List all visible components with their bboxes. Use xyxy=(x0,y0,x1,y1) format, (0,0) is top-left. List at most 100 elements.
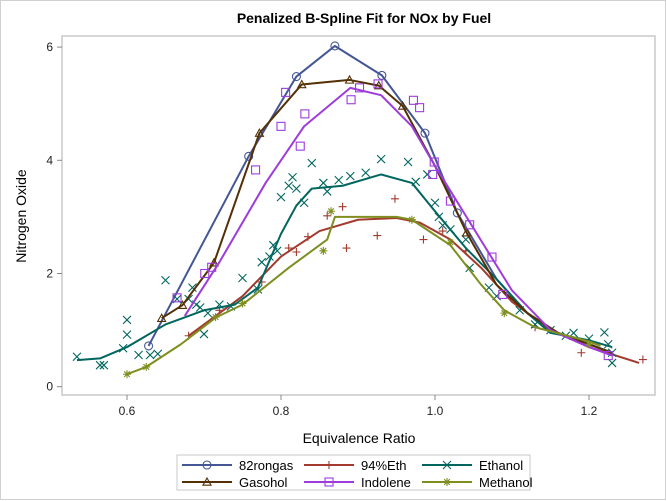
square-marker-icon xyxy=(346,95,356,105)
data-point xyxy=(334,175,344,185)
x-marker-icon xyxy=(276,192,286,202)
data-point xyxy=(420,128,430,138)
x-marker-icon xyxy=(257,257,267,267)
x-marker-icon xyxy=(442,460,452,470)
plus-marker-icon xyxy=(638,355,647,364)
data-point xyxy=(342,244,351,253)
data-point xyxy=(134,350,143,360)
x-marker-icon xyxy=(569,328,578,338)
data-point xyxy=(172,293,182,303)
series-indolene xyxy=(172,79,613,361)
legend-box xyxy=(176,454,531,491)
y-tick-label: 6 xyxy=(46,40,53,54)
x-marker-icon xyxy=(403,157,413,167)
data-point xyxy=(254,127,265,137)
plus-marker-icon xyxy=(373,231,382,240)
star-marker-icon xyxy=(446,238,455,247)
legend-item[interactable]: Indolene xyxy=(304,475,411,490)
circle-marker-icon xyxy=(452,208,462,218)
data-point xyxy=(338,202,347,211)
square-marker-icon xyxy=(373,79,383,89)
legend-marker xyxy=(202,476,212,486)
square-marker-icon xyxy=(281,87,291,97)
data-point xyxy=(390,194,399,203)
data-point xyxy=(318,178,328,188)
legend-item[interactable]: 82rongas xyxy=(182,458,294,473)
data-point xyxy=(145,350,155,360)
data-point xyxy=(99,360,109,370)
x-marker-icon xyxy=(600,327,609,337)
square-marker-icon xyxy=(172,293,182,303)
legend-label: 94%Eth xyxy=(361,458,407,473)
data-point xyxy=(238,273,247,283)
data-point xyxy=(498,289,508,299)
data-point xyxy=(500,309,509,318)
chart-title: Penalized B-Spline Fit for NOx by Fuel xyxy=(237,10,491,26)
legend-marker xyxy=(202,460,212,470)
legend-marker xyxy=(442,460,452,470)
data-point xyxy=(373,231,382,240)
x-tick-label: 0.6 xyxy=(119,404,136,418)
x-marker-icon xyxy=(422,170,432,179)
data-point xyxy=(569,328,578,338)
circle-marker-icon xyxy=(420,128,430,138)
data-point xyxy=(253,284,263,294)
x-marker-icon xyxy=(145,350,155,360)
legend-item[interactable]: Ethanol xyxy=(422,458,523,473)
y-axis-label: Nitrogen Oxide xyxy=(13,169,29,263)
data-point xyxy=(638,355,647,364)
data-point xyxy=(585,340,593,349)
plus-marker-icon xyxy=(292,247,301,256)
square-marker-icon xyxy=(295,141,305,151)
data-point xyxy=(276,192,286,202)
y-tick-label: 0 xyxy=(46,380,53,394)
data-point xyxy=(430,198,440,208)
triangle-marker-icon xyxy=(254,127,265,137)
x-tick-label: 0.8 xyxy=(273,404,290,418)
data-point xyxy=(209,257,219,267)
data-point xyxy=(577,348,586,357)
star-marker-icon xyxy=(327,207,336,216)
plus-marker-icon xyxy=(338,202,347,211)
legend-item[interactable]: Gasohol xyxy=(182,475,288,490)
square-marker-icon xyxy=(251,165,261,175)
triangle-marker-icon xyxy=(209,257,219,267)
fit-line xyxy=(183,86,613,357)
x-axis-label: Equivalence Ratio xyxy=(303,430,416,446)
data-point xyxy=(422,170,432,179)
data-point xyxy=(319,246,328,255)
data-point xyxy=(199,329,209,339)
x-marker-icon xyxy=(238,273,247,283)
x-marker-icon xyxy=(318,178,328,188)
plus-marker-icon xyxy=(325,461,333,469)
x-marker-icon xyxy=(607,358,617,368)
data-point xyxy=(291,71,301,82)
data-point xyxy=(403,157,413,167)
data-point xyxy=(354,83,365,93)
x-marker-icon xyxy=(307,158,317,168)
legend-item[interactable]: Methanol xyxy=(422,475,533,490)
legend-item[interactable]: 94%Eth xyxy=(304,458,407,473)
square-marker-icon xyxy=(445,196,455,206)
star-marker-icon xyxy=(500,309,509,318)
triangle-marker-icon xyxy=(202,476,212,486)
plus-marker-icon xyxy=(342,244,351,253)
data-point xyxy=(161,275,170,285)
legend-label: 82rongas xyxy=(239,458,294,473)
series-gasohol xyxy=(156,74,613,354)
fit-line xyxy=(76,173,613,362)
square-marker-icon xyxy=(428,169,438,179)
data-point xyxy=(445,196,455,206)
square-marker-icon xyxy=(354,83,365,93)
data-point xyxy=(408,95,418,105)
legend-label: Methanol xyxy=(479,475,533,490)
data-point xyxy=(292,247,301,256)
data-point xyxy=(376,154,386,164)
x-marker-icon xyxy=(284,181,294,191)
x-marker-icon xyxy=(122,330,132,340)
x-marker-icon xyxy=(122,315,132,325)
circle-marker-icon xyxy=(202,460,212,470)
legend-marker xyxy=(325,461,333,469)
series-ethanol xyxy=(72,154,617,370)
data-point xyxy=(122,330,132,340)
